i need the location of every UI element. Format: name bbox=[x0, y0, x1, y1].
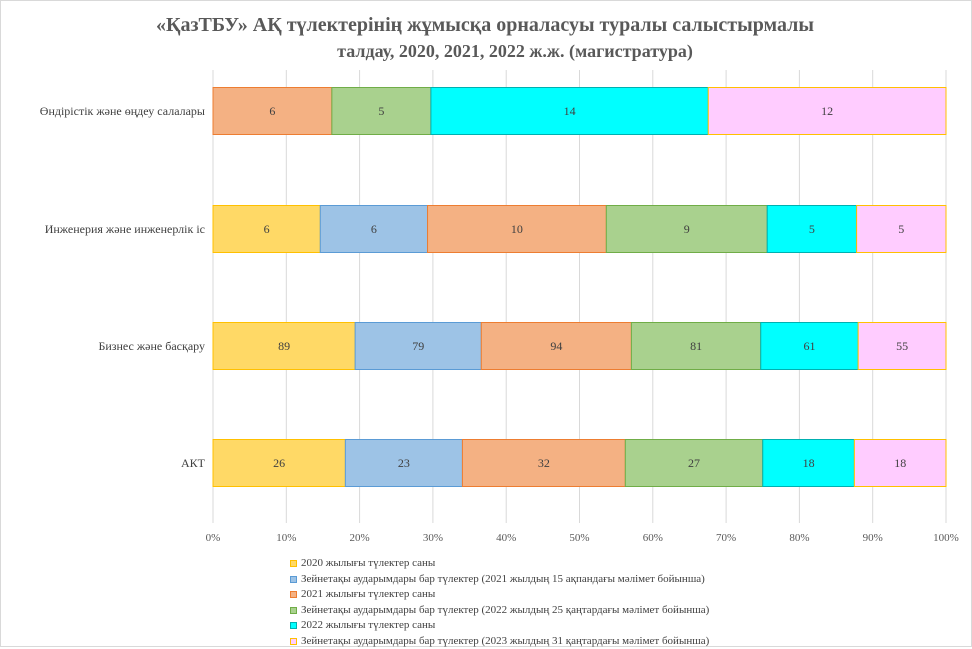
data-label: 6 bbox=[264, 222, 270, 236]
x-tick-label: 100% bbox=[933, 532, 959, 544]
legend-swatch bbox=[290, 576, 297, 583]
x-tick-label: 60% bbox=[643, 532, 663, 544]
legend-swatch bbox=[290, 622, 297, 629]
category-label: Бизнес және басқару bbox=[98, 339, 205, 353]
data-label: 89 bbox=[278, 339, 290, 353]
legend-label: Зейнетақы аударымдары бар түлектер (2022… bbox=[301, 603, 709, 619]
x-tick-label: 30% bbox=[423, 532, 443, 544]
legend-swatch bbox=[290, 560, 297, 567]
data-label: 94 bbox=[550, 339, 562, 353]
legend-label: 2021 жылығы түлектер саны bbox=[301, 587, 435, 603]
data-label: 32 bbox=[538, 456, 550, 470]
data-label: 6 bbox=[269, 104, 275, 118]
x-tick-label: 70% bbox=[716, 532, 736, 544]
x-tick-label: 20% bbox=[350, 532, 370, 544]
x-tick-label: 0% bbox=[206, 532, 221, 544]
legend-swatch bbox=[290, 591, 297, 598]
data-label: 10 bbox=[511, 222, 523, 236]
legend-item: 2020 жылығы түлектер саны bbox=[290, 556, 709, 572]
category-label: АКТ bbox=[181, 456, 206, 470]
x-tick-label: 80% bbox=[789, 532, 809, 544]
data-label: 5 bbox=[378, 104, 384, 118]
data-label: 18 bbox=[803, 456, 815, 470]
legend-item: Зейнетақы аударымдары бар түлектер (2021… bbox=[290, 572, 709, 588]
legend-item: 2021 жылығы түлектер саны bbox=[290, 587, 709, 603]
data-label: 6 bbox=[371, 222, 377, 236]
category-label: Өндірістік және өңдеу салалары bbox=[40, 104, 205, 118]
data-label: 23 bbox=[398, 456, 410, 470]
x-tick-label: 40% bbox=[496, 532, 516, 544]
x-tick-label: 90% bbox=[863, 532, 883, 544]
data-label: 18 bbox=[894, 456, 906, 470]
x-tick-label: 50% bbox=[569, 532, 589, 544]
legend-label: 2020 жылығы түлектер саны bbox=[301, 556, 435, 572]
legend-item: 2022 жылығы түлектер саны bbox=[290, 618, 709, 634]
data-label: 5 bbox=[809, 222, 815, 236]
x-tick-label: 10% bbox=[276, 532, 296, 544]
data-label: 27 bbox=[688, 456, 700, 470]
data-label: 12 bbox=[821, 104, 833, 118]
data-label: 14 bbox=[564, 104, 576, 118]
data-label: 5 bbox=[898, 222, 904, 236]
category-label: Инженерия және инженерлік іс bbox=[45, 222, 205, 236]
data-label: 9 bbox=[684, 222, 690, 236]
legend-item: Зейнетақы аударымдары бар түлектер (2022… bbox=[290, 603, 709, 619]
data-label: 55 bbox=[896, 339, 908, 353]
legend-swatch bbox=[290, 638, 297, 645]
legend-label: Зейнетақы аударымдары бар түлектер (2021… bbox=[301, 572, 705, 588]
data-label: 79 bbox=[412, 339, 424, 353]
data-label: 61 bbox=[803, 339, 815, 353]
legend-label: 2022 жылығы түлектер саны bbox=[301, 618, 435, 634]
legend-swatch bbox=[290, 607, 297, 614]
data-label: 26 bbox=[273, 456, 285, 470]
data-label: 81 bbox=[690, 339, 702, 353]
